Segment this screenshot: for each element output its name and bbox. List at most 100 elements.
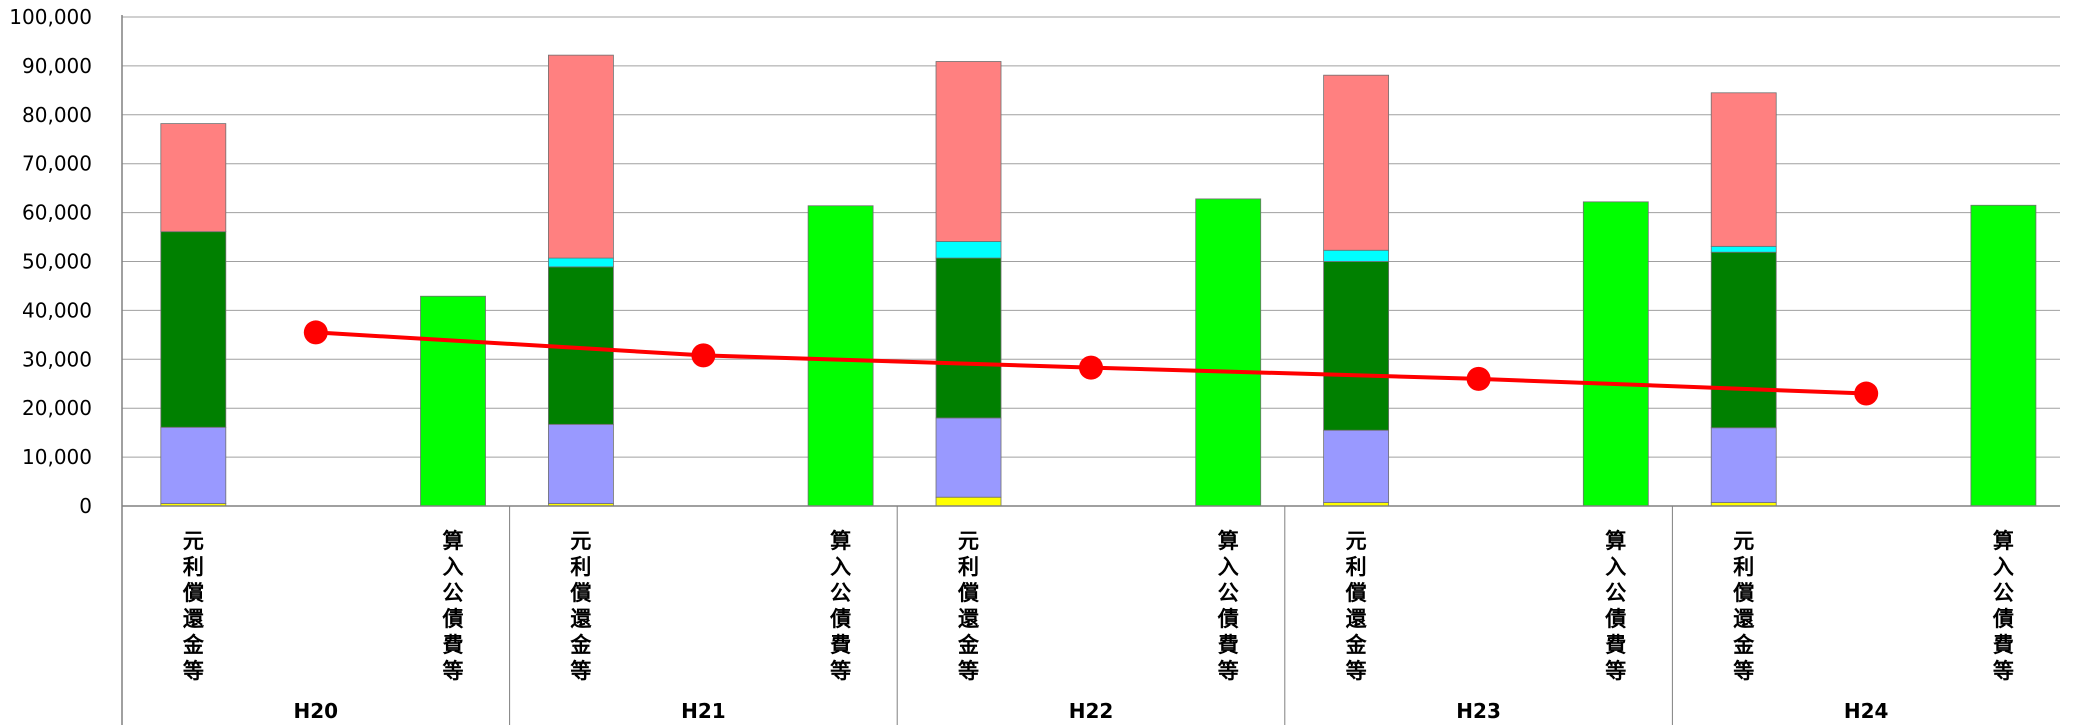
stacked-bar-segment [160, 123, 227, 233]
x-tick-label-char: 債 [829, 607, 851, 631]
line-point [303, 320, 328, 345]
x-tick-label-char: 入 [1605, 555, 1626, 579]
x-tick-label-char: 債 [1217, 607, 1239, 631]
stacked-bar-segment [1710, 245, 1777, 253]
y-tick-label: 10,000 [22, 445, 92, 469]
x-tick-label-char: 債 [442, 607, 464, 631]
trend-line [303, 320, 1879, 406]
green-bar [1970, 204, 2037, 507]
stacked-bar-segment [935, 496, 1002, 507]
x-tick-label-char: 費 [1605, 633, 1626, 657]
x-tick-label-char: 利 [958, 555, 979, 579]
stacked-bar-segment [935, 257, 1002, 419]
x-group-label: H20 [294, 699, 339, 723]
x-tick-label-char: 入 [1218, 555, 1239, 579]
green-bar [807, 205, 874, 507]
x-tick-label-char: 費 [830, 633, 851, 657]
stacked-bar-segment [1710, 427, 1777, 503]
y-tick-label: 20,000 [22, 396, 92, 420]
x-group-label: H21 [681, 699, 726, 723]
x-tick-label-char: 等 [1993, 659, 2014, 683]
stacked-bar-segment [160, 231, 227, 428]
stacked-bar-segment [548, 54, 614, 259]
stacked-bar-segment [1323, 429, 1390, 503]
x-tick-label-char: 入 [443, 555, 464, 579]
x-tick-label-char: 還 [958, 607, 980, 631]
x-tick-label-char: 還 [570, 607, 592, 631]
x-tick-label-char: 等 [1733, 659, 1754, 683]
x-tick-label-char: 利 [1733, 555, 1754, 579]
x-group-label: H22 [1069, 699, 1114, 723]
x-tick-label-char: 還 [1733, 607, 1755, 631]
y-tick-label: 60,000 [22, 201, 92, 225]
x-group-label: H23 [1456, 699, 1501, 723]
stacked-bar-segment [1710, 92, 1777, 247]
x-tick-label-char: 金 [957, 633, 980, 657]
green-bar [420, 295, 486, 507]
y-tick-label: 90,000 [22, 54, 92, 78]
y-tick-label: 0 [79, 494, 92, 518]
x-tick-label-char: 元 [183, 529, 204, 553]
stacked-bar-segment [935, 417, 1002, 498]
x-tick-label-char: 等 [1605, 659, 1626, 683]
y-axis-ticks: 0 10,000 20,000 30,000 40,000 50,000 60,000 70,… [9, 5, 92, 518]
x-tick-label-char: 等 [958, 659, 979, 683]
y-tick-label: 100,000 [9, 5, 92, 29]
green-bar [1582, 201, 1649, 507]
stacked-bar-segment [1323, 74, 1390, 251]
x-tick-label-char: 債 [1604, 607, 1626, 631]
stacked-bar-segment [1323, 261, 1390, 431]
x-tick-label-char: 等 [1218, 659, 1239, 683]
x-tick-label-char: 公 [443, 581, 464, 605]
stacked-bar-segment [935, 61, 1002, 242]
line-point [691, 343, 716, 368]
x-tick-label-char: 金 [182, 633, 205, 657]
x-tick-label-char: 公 [1218, 581, 1239, 605]
stacked-bar-segment [548, 257, 614, 268]
x-tick-label-char: 等 [570, 659, 591, 683]
y-tick-label: 40,000 [22, 298, 92, 322]
x-tick-label-char: 償 [1732, 581, 1754, 605]
x-tick-label-char: 還 [1346, 607, 1368, 631]
x-group-label: H24 [1844, 699, 1889, 723]
x-tick-label-char: 算 [1605, 529, 1626, 553]
y-tick-label: 70,000 [22, 152, 92, 176]
x-tick-label-char: 還 [183, 607, 205, 631]
x-tick-label-char: 算 [443, 529, 464, 553]
y-tick-label: 50,000 [22, 250, 92, 274]
x-tick-label-char: 算 [1993, 529, 2014, 553]
stacked-bar-segment [1323, 249, 1390, 262]
bars [160, 54, 2037, 507]
line-point [1854, 381, 1879, 406]
x-tick-label-char: 算 [1218, 529, 1239, 553]
x-tick-label-char: 金 [569, 633, 592, 657]
stacked-bar-segment [160, 426, 227, 504]
stacked-bar-segment [1710, 251, 1777, 429]
x-tick-label-char: 償 [957, 581, 979, 605]
x-tick-label-char: 等 [830, 659, 851, 683]
line-point [1079, 355, 1103, 380]
x-tick-label-char: 利 [570, 555, 591, 579]
x-tick-label-char: 等 [183, 659, 204, 683]
x-tick-label-char: 公 [830, 581, 851, 605]
stacked-bar-segment [935, 241, 1002, 259]
axes [121, 15, 2060, 725]
x-tick-label-char: 金 [1732, 633, 1755, 657]
x-tick-label-char: 等 [443, 659, 464, 683]
x-tick-label-char: 利 [1346, 555, 1367, 579]
y-tick-label: 30,000 [22, 347, 92, 371]
green-bar [1195, 198, 1262, 507]
x-tick-label-char: 元 [1733, 529, 1754, 553]
x-tick-label-char: 償 [182, 581, 204, 605]
x-tick-label-char: 債 [1992, 607, 2014, 631]
x-tick-label-char: 費 [1218, 633, 1239, 657]
x-tick-label-char: 公 [1605, 581, 1626, 605]
x-tick-label-char: 等 [1346, 659, 1367, 683]
x-tick-label-char: 費 [1993, 633, 2014, 657]
x-tick-label-char: 償 [569, 581, 591, 605]
x-tick-label-char: 費 [443, 633, 464, 657]
x-tick-label-char: 入 [830, 555, 851, 579]
x-tick-label-char: 元 [1346, 529, 1367, 553]
